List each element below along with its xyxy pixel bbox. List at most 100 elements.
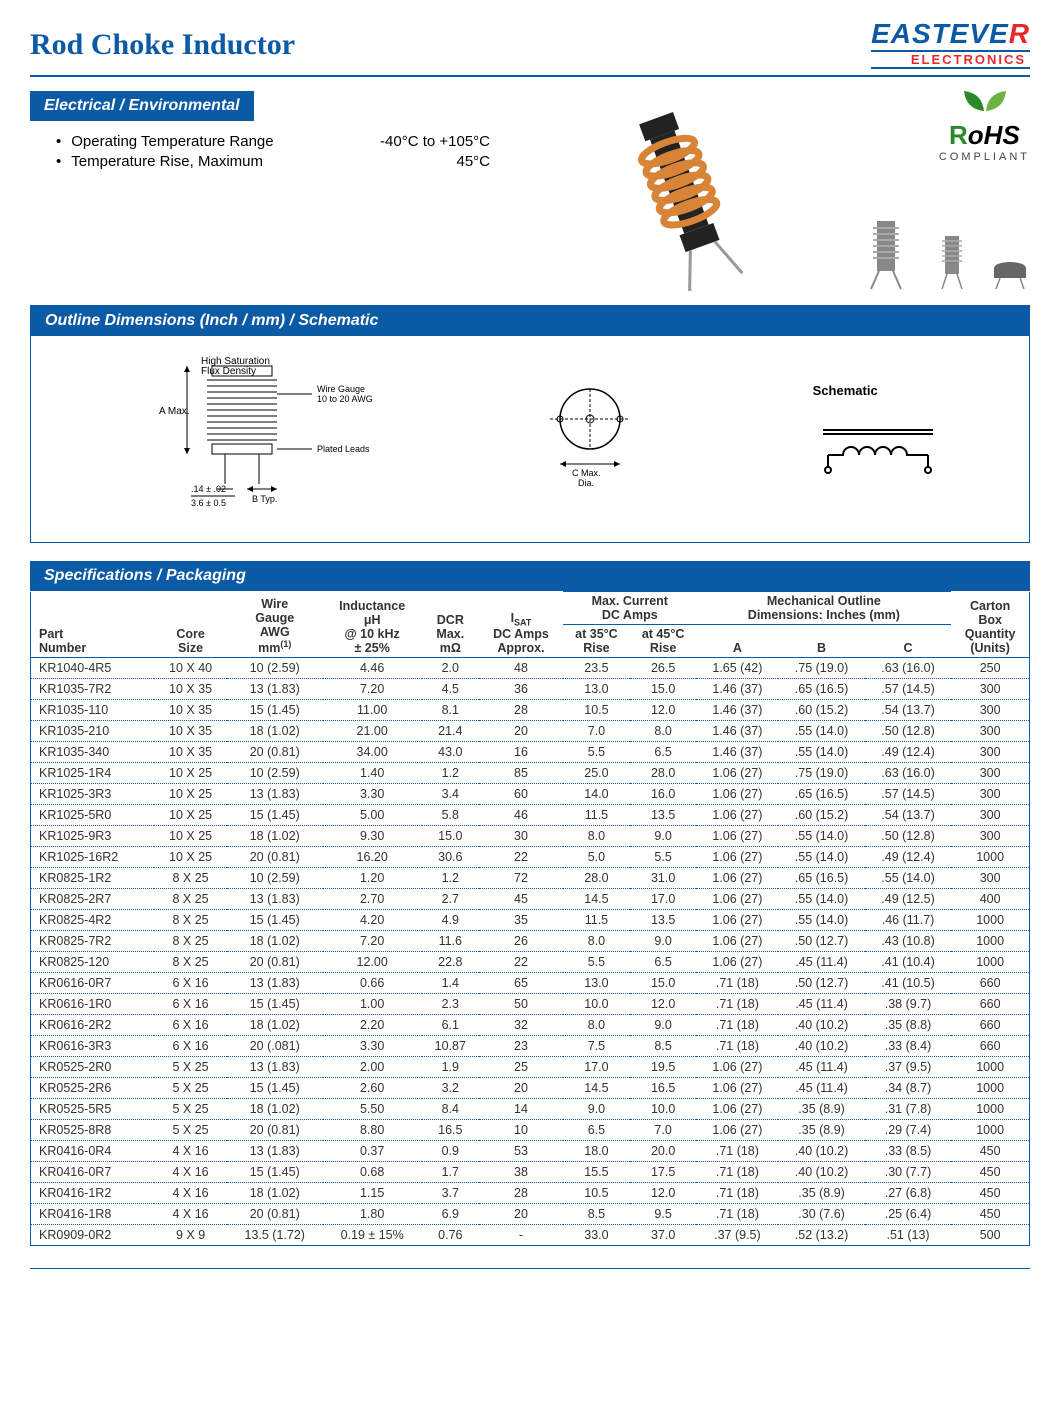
table-cell: 28.0 xyxy=(630,763,697,784)
table-cell: .50 (12.8) xyxy=(865,721,951,742)
table-cell: 8.0 xyxy=(630,721,697,742)
env-list: Operating Temperature Range -40°C to +10… xyxy=(30,133,530,170)
table-cell: 8 X 25 xyxy=(154,931,227,952)
table-cell: 1000 xyxy=(951,847,1029,868)
table-cell: 22 xyxy=(479,847,563,868)
mechanical-diagram: A Max. High Saturation Flux Density Wire… xyxy=(117,354,377,514)
table-cell: 4 X 16 xyxy=(154,1141,227,1162)
table-cell: KR0616-2R2 xyxy=(31,1015,155,1036)
table-cell: 7.20 xyxy=(323,931,422,952)
table-cell: 13 (1.83) xyxy=(227,889,323,910)
table-cell: KR1035-110 xyxy=(31,700,155,721)
brand-logo: EASTEVER ELECTRONICS xyxy=(871,20,1030,69)
table-cell: .49 (12.5) xyxy=(865,889,951,910)
table-cell: 10 X 25 xyxy=(154,784,227,805)
table-cell: 14.0 xyxy=(563,784,630,805)
table-cell: 10.87 xyxy=(422,1036,479,1057)
table-cell: 1.06 (27) xyxy=(696,805,778,826)
table-cell: .75 (19.0) xyxy=(778,658,864,679)
table-cell: 9.0 xyxy=(630,1015,697,1036)
table-cell: 35 xyxy=(479,910,563,931)
table-cell: 28 xyxy=(479,700,563,721)
rohs-r: R xyxy=(949,120,968,150)
table-cell: 20 (0.81) xyxy=(227,742,323,763)
table-cell: 1.9 xyxy=(422,1057,479,1078)
table-row: KR1040-4R510 X 4010 (2.59)4.462.04823.52… xyxy=(31,658,1030,679)
table-cell: 1000 xyxy=(951,931,1029,952)
table-cell: 17.0 xyxy=(630,889,697,910)
table-cell: .52 (13.2) xyxy=(778,1225,864,1246)
table-row: KR1025-3R310 X 2513 (1.83)3.303.46014.01… xyxy=(31,784,1030,805)
table-cell: 1000 xyxy=(951,910,1029,931)
table-cell: 23.5 xyxy=(563,658,630,679)
table-cell: 18 (1.02) xyxy=(227,1183,323,1204)
table-cell: 60 xyxy=(479,784,563,805)
table-cell: 85 xyxy=(479,763,563,784)
table-cell: 4 X 16 xyxy=(154,1162,227,1183)
table-cell: 5.5 xyxy=(563,742,630,763)
table-cell: 65 xyxy=(479,973,563,994)
table-cell: 11.5 xyxy=(563,910,630,931)
table-cell: .55 (14.0) xyxy=(778,742,864,763)
svg-text:C Max. Dia.: C Max. Dia. xyxy=(572,468,603,488)
table-cell: 10 X 40 xyxy=(154,658,227,679)
table-cell: 6 X 16 xyxy=(154,1015,227,1036)
table-cell: 20 (0.81) xyxy=(227,1204,323,1225)
table-cell: 20 xyxy=(479,721,563,742)
table-row: KR1035-21010 X 3518 (1.02)21.0021.4207.0… xyxy=(31,721,1030,742)
table-cell: 1.06 (27) xyxy=(696,826,778,847)
table-cell: KR0525-2R6 xyxy=(31,1078,155,1099)
table-cell: 5.50 xyxy=(323,1099,422,1120)
table-cell: 3.7 xyxy=(422,1183,479,1204)
mini-inductor-icon xyxy=(932,231,972,291)
table-cell: 9.0 xyxy=(563,1099,630,1120)
table-cell: .45 (11.4) xyxy=(778,1078,864,1099)
table-cell: 20 (0.81) xyxy=(227,1120,323,1141)
table-row: KR0616-2R26 X 1618 (1.02)2.206.1328.09.0… xyxy=(31,1015,1030,1036)
table-cell: 2.7 xyxy=(422,889,479,910)
table-cell: 10 X 35 xyxy=(154,721,227,742)
table-cell: 31.0 xyxy=(630,868,697,889)
table-cell: 8.5 xyxy=(563,1204,630,1225)
table-cell: 10 X 35 xyxy=(154,700,227,721)
table-cell: .30 (7.6) xyxy=(778,1204,864,1225)
table-cell: 38 xyxy=(479,1162,563,1183)
table-cell: .37 (9.5) xyxy=(696,1225,778,1246)
table-cell: 16.5 xyxy=(630,1078,697,1099)
table-cell: .55 (14.0) xyxy=(778,826,864,847)
table-cell: KR0416-1R2 xyxy=(31,1183,155,1204)
table-cell: .30 (7.7) xyxy=(865,1162,951,1183)
table-cell: 13 (1.83) xyxy=(227,679,323,700)
table-cell: 1.06 (27) xyxy=(696,784,778,805)
schematic-symbol xyxy=(813,410,943,480)
table-row: KR0825-7R28 X 2518 (1.02)7.2011.6268.09.… xyxy=(31,931,1030,952)
table-cell: 9 X 9 xyxy=(154,1225,227,1246)
env-value: 45°C xyxy=(456,153,490,170)
table-cell: 0.76 xyxy=(422,1225,479,1246)
table-cell: 4 X 16 xyxy=(154,1183,227,1204)
table-cell: 1.06 (27) xyxy=(696,1057,778,1078)
spec-table: PartNumber CoreSize WireGaugeAWGmm(1) In… xyxy=(30,591,1030,1246)
env-value: -40°C to +105°C xyxy=(380,133,490,150)
table-cell: 11.00 xyxy=(323,700,422,721)
table-cell: .60 (15.2) xyxy=(778,700,864,721)
table-cell: KR1025-16R2 xyxy=(31,847,155,868)
table-cell: .35 (8.9) xyxy=(778,1183,864,1204)
table-cell: KR0616-1R0 xyxy=(31,994,155,1015)
table-cell: KR1040-4R5 xyxy=(31,658,155,679)
table-cell: KR1035-7R2 xyxy=(31,679,155,700)
table-cell: 12.00 xyxy=(323,952,422,973)
table-cell: 1.06 (27) xyxy=(696,763,778,784)
table-row: KR1025-9R310 X 2518 (1.02)9.3015.0308.09… xyxy=(31,826,1030,847)
table-cell: 45 xyxy=(479,889,563,910)
table-cell: 15.0 xyxy=(422,826,479,847)
table-cell: 26 xyxy=(479,931,563,952)
table-cell: 34.00 xyxy=(323,742,422,763)
logo-subtext: ELECTRONICS xyxy=(871,50,1030,69)
table-cell: 33.0 xyxy=(563,1225,630,1246)
table-cell: KR0416-0R4 xyxy=(31,1141,155,1162)
table-cell: 12.0 xyxy=(630,700,697,721)
table-cell: KR0825-4R2 xyxy=(31,910,155,931)
table-cell: KR0525-2R0 xyxy=(31,1057,155,1078)
table-cell: 10 X 25 xyxy=(154,826,227,847)
